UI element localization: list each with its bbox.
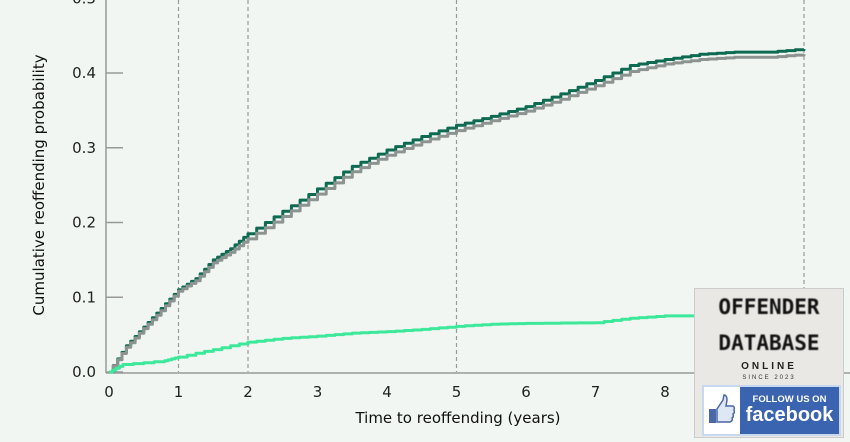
x-tick-label: 8 xyxy=(660,383,670,401)
y-axis-label: Cumulative reoffending probability xyxy=(30,54,48,315)
x-tick-label: 5 xyxy=(452,383,462,401)
series-line-2 xyxy=(109,314,700,374)
y-tick-label: 0.5 xyxy=(72,0,96,7)
facebook-follow-button[interactable]: FOLLOW US ON facebook xyxy=(702,385,841,436)
logo-line1: OFFENDER xyxy=(718,295,820,319)
x-tick-label: 7 xyxy=(591,383,601,401)
x-tick-label: 0 xyxy=(104,383,114,401)
facebook-text: facebook xyxy=(745,404,834,426)
x-tick-label: 2 xyxy=(243,383,253,401)
x-tick-label: 4 xyxy=(382,383,392,401)
logo-line4: SINCE 2023 xyxy=(742,375,796,381)
y-tick-label: 0.4 xyxy=(72,64,96,82)
series-line-1 xyxy=(109,53,806,374)
y-tick-label: 0.0 xyxy=(72,363,96,381)
x-tick-label: 6 xyxy=(521,383,531,401)
logo-line2: DATABASE xyxy=(718,331,820,355)
offender-database-logo[interactable]: OFFENDER DATABASE ONLINE SINCE 2023 FOLL… xyxy=(694,288,844,438)
logo-line3: ONLINE xyxy=(741,361,797,372)
y-tick-label: 0.2 xyxy=(72,214,96,232)
y-tick-label: 0.1 xyxy=(72,288,96,306)
y-tick-label: 0.3 xyxy=(72,139,96,157)
x-axis-label: Time to reoffending (years) xyxy=(354,409,560,427)
x-tick-label: 1 xyxy=(174,383,184,401)
follow-text: FOLLOW US ON xyxy=(752,394,827,405)
x-tick-label: 3 xyxy=(313,383,323,401)
thumbs-up-icon xyxy=(709,394,736,423)
